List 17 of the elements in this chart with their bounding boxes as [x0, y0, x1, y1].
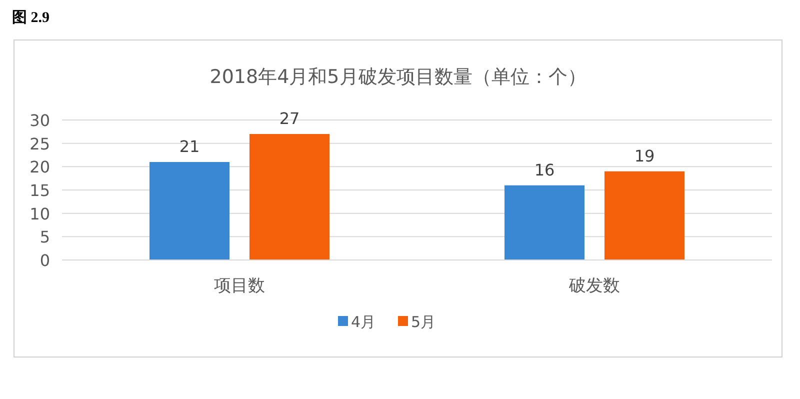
x-tick-label: 项目数: [214, 276, 265, 296]
data-label: 19: [634, 146, 655, 166]
x-tick-label: 破发数: [568, 276, 620, 296]
annotation: 图 2.9: [12, 10, 50, 26]
y-tick-label: 15: [30, 181, 50, 200]
y-tick-label: 25: [30, 134, 50, 154]
data-label: 27: [279, 109, 300, 128]
y-tick-label: 20: [30, 158, 50, 177]
legend-label: 5月: [411, 313, 436, 331]
legend-label: 4月: [351, 313, 376, 331]
y-tick-label: 0: [40, 251, 50, 270]
y-tick-label: 10: [30, 204, 50, 224]
y-tick-label: 5: [40, 228, 50, 247]
data-label: 21: [179, 137, 200, 156]
data-label: 16: [534, 160, 555, 180]
chart-title: 2018年4月和5月破发项目数量（单位：个）: [210, 66, 586, 88]
y-tick-label: 30: [30, 111, 50, 130]
